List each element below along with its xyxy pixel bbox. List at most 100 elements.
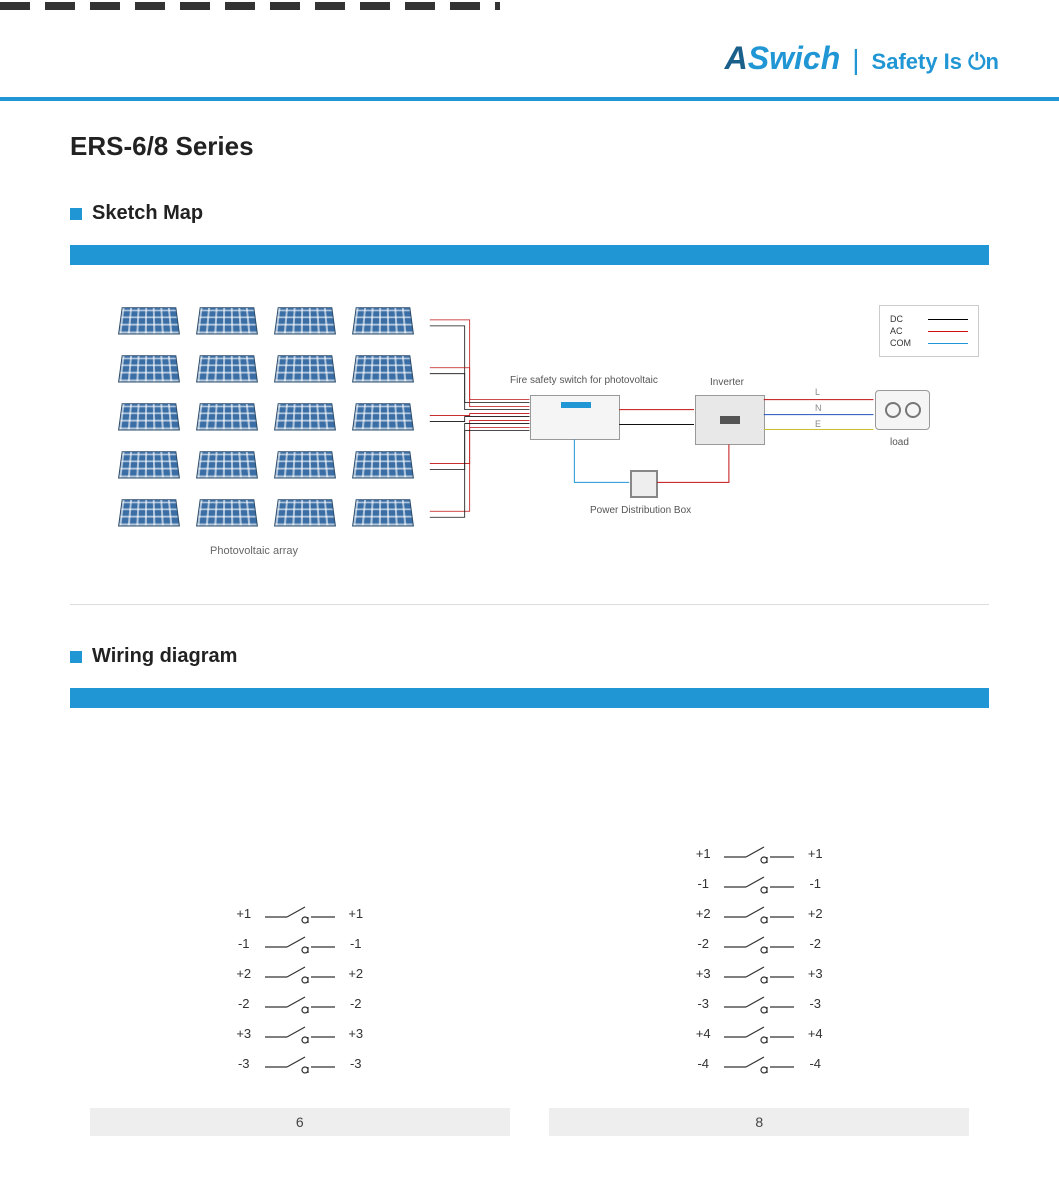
switch-row: -4 -4	[690, 1048, 828, 1078]
legend-row: DC	[890, 314, 968, 324]
inverter-label: Inverter	[710, 377, 744, 388]
pv-panel	[274, 307, 336, 334]
switch-label-left: -4	[690, 1056, 716, 1071]
switch-label-left: +1	[231, 906, 257, 921]
pv-array	[120, 305, 412, 545]
section-bar	[70, 245, 989, 265]
switch-stack: +1 +1 -1-1 +2 +2 -2 -2 +3 +3 -3-3 +4 +4 -4 -4	[690, 838, 828, 1078]
legend-line	[928, 343, 968, 344]
wiring-column-footer: 8	[549, 1108, 969, 1136]
switch-symbol	[724, 901, 794, 925]
pv-panel	[196, 499, 258, 526]
pv-panel	[274, 499, 336, 526]
legend-row: COM	[890, 338, 968, 348]
pv-panel	[274, 355, 336, 382]
switch-symbol	[724, 841, 794, 865]
bullet-icon	[70, 208, 82, 220]
wiring-diagram-area: +1+1-1-1+2+2-2-2+3+3-3-36+1+1-1-1+2+2-2-…	[70, 718, 989, 1158]
switch-label-left: +2	[690, 906, 716, 921]
section-bar	[70, 688, 989, 708]
section-header-sketch: Sketch Map	[70, 202, 989, 225]
legend-line	[928, 319, 968, 320]
switch-label-right: -4	[802, 1056, 828, 1071]
pv-row	[120, 401, 412, 431]
switch-label-left: +1	[690, 846, 716, 861]
legend-label: DC	[890, 314, 918, 324]
switch-row: -3 -3	[231, 1048, 369, 1078]
switch-symbol	[724, 961, 794, 985]
switch-row: +2+2	[231, 958, 369, 988]
legend-label: COM	[890, 338, 918, 348]
switch-row: -3-3	[690, 988, 828, 1018]
switch-label-right: +4	[802, 1026, 828, 1041]
switch-row: +1+1	[231, 898, 369, 928]
brand-logo: ASwich | Safety Is ⏻n	[725, 40, 999, 77]
switch-label-right: -3	[343, 1056, 369, 1071]
switch-label-right: -2	[802, 936, 828, 951]
wiring-column: +1+1-1-1+2+2-2-2+3+3-3-36	[90, 898, 510, 1136]
switch-symbol	[265, 1021, 335, 1045]
switch-stack: +1+1-1-1+2+2-2-2+3+3-3-3	[231, 898, 369, 1078]
page-header: ASwich | Safety Is ⏻n	[0, 10, 1059, 101]
legend-label: AC	[890, 326, 918, 336]
pv-panel	[118, 451, 180, 478]
pv-panel	[274, 403, 336, 430]
switch-row: -1-1	[690, 868, 828, 898]
logo-tagline: Safety Is ⏻n	[872, 49, 999, 75]
pv-panel	[196, 403, 258, 430]
pv-row	[120, 449, 412, 479]
pv-row	[120, 353, 412, 383]
switch-symbol	[724, 871, 794, 895]
switch-row: +3 +3	[231, 1018, 369, 1048]
pdb-label: Power Distribution Box	[590, 505, 691, 516]
pv-panel	[118, 403, 180, 430]
switch-symbol	[265, 961, 335, 985]
logo-divider: |	[852, 44, 859, 76]
logo-text: ASwich	[725, 40, 841, 77]
wiring-column-footer: 6	[90, 1108, 510, 1136]
pv-panel	[196, 307, 258, 334]
switch-row: +3 +3	[690, 958, 828, 988]
pv-row	[120, 497, 412, 527]
switch-row: +4 +4	[690, 1018, 828, 1048]
switch-symbol	[265, 991, 335, 1015]
switch-label-left: +4	[690, 1026, 716, 1041]
pv-panel	[274, 451, 336, 478]
legend-row: AC	[890, 326, 968, 336]
logo-rest: Swich	[748, 40, 840, 76]
switch-label-right: +2	[802, 906, 828, 921]
switch-row: +2 +2	[690, 898, 828, 928]
pv-panel	[196, 355, 258, 382]
sketch-map-diagram: Photovoltaic array Fire safety switch fo…	[70, 275, 989, 605]
page-title: ERS-6/8 Series	[70, 131, 989, 162]
switch-symbol	[724, 1051, 794, 1075]
pv-panel	[118, 355, 180, 382]
fire-safety-switch-box	[530, 395, 620, 440]
switch-label-left: +3	[231, 1026, 257, 1041]
switch-row: -2-2	[231, 988, 369, 1018]
wiring-column: +1 +1 -1-1 +2 +2 -2 -2 +3 +3 -3-3 +4 +4 -4 -4 8	[549, 838, 969, 1136]
section-title-sketch: Sketch Map	[92, 202, 203, 225]
legend-line	[928, 331, 968, 332]
pv-panel	[352, 355, 414, 382]
switch-label-right: +3	[343, 1026, 369, 1041]
switch-label-right: +2	[343, 966, 369, 981]
switch-row: -2 -2	[690, 928, 828, 958]
pv-panel	[352, 499, 414, 526]
bullet-icon	[70, 651, 82, 663]
inverter-screen	[720, 416, 740, 424]
logo-letter-a: A	[725, 40, 748, 76]
pv-panel	[118, 499, 180, 526]
line-L-label: L	[815, 387, 820, 397]
power-distribution-box	[630, 470, 658, 498]
switch-label-left: -2	[690, 936, 716, 951]
switch-label-right: -2	[343, 996, 369, 1011]
pv-panel	[352, 403, 414, 430]
switch-label-left: +3	[690, 966, 716, 981]
switch-label-left: -1	[690, 876, 716, 891]
switch-label-left: -3	[231, 1056, 257, 1071]
switch-label-left: -1	[231, 936, 257, 951]
switch-label-right: +3	[802, 966, 828, 981]
switch-label-right: +1	[802, 846, 828, 861]
pv-array-label: Photovoltaic array	[210, 545, 298, 557]
